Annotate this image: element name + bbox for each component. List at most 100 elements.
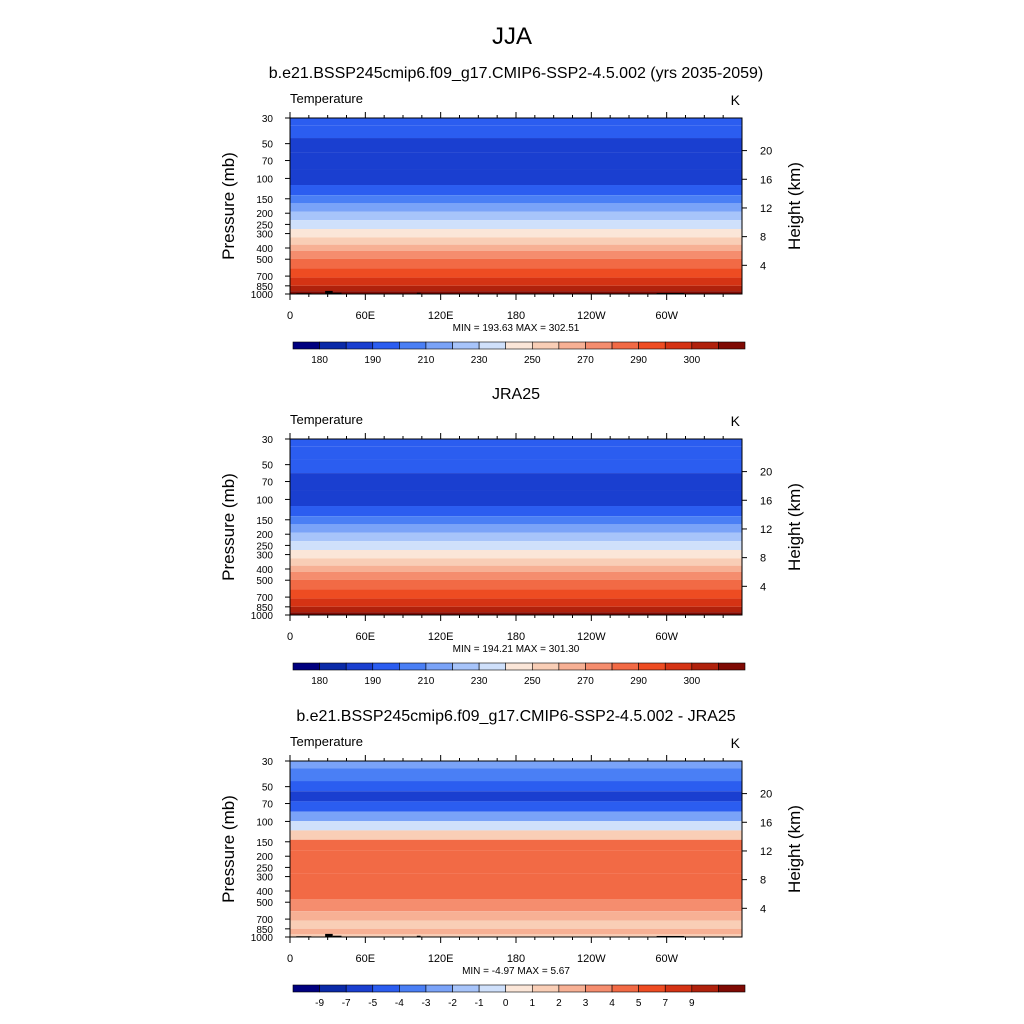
x-tick-label: 120W	[577, 631, 606, 643]
contour-band	[290, 277, 742, 286]
y2-tick-label: 8	[760, 875, 766, 887]
y-tick-label: 200	[256, 209, 273, 220]
contour-band	[290, 571, 742, 580]
contour-band	[290, 291, 742, 294]
contour-band	[290, 541, 742, 550]
y2-tick-label: 12	[760, 524, 772, 536]
y-axis-title: Pressure (mb)	[219, 152, 238, 260]
contour-band	[290, 791, 742, 802]
contour-band	[290, 928, 742, 935]
y2-tick-label: 20	[760, 467, 772, 479]
contour-band	[290, 459, 742, 474]
x-tick-label: 60E	[356, 631, 376, 643]
colorbar-box	[425, 984, 453, 993]
contour-band	[290, 524, 742, 533]
colorbar-box	[425, 662, 453, 671]
colorbar-box	[292, 984, 320, 993]
contour-band	[290, 768, 742, 782]
y-tick-label: 500	[256, 898, 273, 909]
colorbar-label: 180	[311, 676, 328, 687]
units-label: K	[731, 735, 741, 751]
y-tick-label: 300	[256, 873, 273, 884]
colorbar-label: 300	[683, 676, 700, 687]
y-tick-label: 150	[256, 195, 273, 206]
colorbar-label: 4	[609, 998, 615, 1009]
topography-mask	[656, 292, 685, 294]
colorbar-label: 3	[583, 998, 589, 1009]
y-tick-label: 700	[256, 593, 273, 604]
colorbar-label: 9	[689, 998, 695, 1009]
topography-mask	[325, 290, 333, 294]
contour-band	[290, 839, 742, 851]
colorbar-label: 230	[471, 676, 488, 687]
y-tick-label: 400	[256, 244, 273, 255]
y-tick-label: 400	[256, 565, 273, 576]
y-tick-label: 1000	[251, 290, 274, 301]
colorbar-label: 290	[630, 676, 647, 687]
contour-band	[290, 532, 742, 542]
colorbar-box	[531, 984, 560, 993]
colorbar-label: 300	[683, 355, 700, 366]
colorbar-box	[718, 341, 746, 350]
contour-band	[290, 911, 742, 921]
contour-band	[290, 138, 742, 153]
colorbar-box	[505, 984, 533, 993]
y-tick-label: 200	[256, 852, 273, 863]
contour-band	[290, 228, 742, 238]
y-axis-title: Pressure (mb)	[219, 473, 238, 581]
y-tick-label: 400	[256, 887, 273, 898]
y2-tick-label: 4	[760, 260, 766, 272]
contour-band	[290, 558, 742, 566]
y-tick-label: 150	[256, 838, 273, 849]
x-tick-label: 180	[507, 631, 525, 643]
colorbar-box	[292, 662, 320, 671]
colorbar-box	[638, 341, 666, 350]
colorbar-label: 2	[556, 998, 562, 1009]
colorbar-box	[638, 984, 666, 993]
y2-tick-label: 16	[760, 495, 772, 507]
contour-band	[290, 285, 742, 292]
contour-band	[290, 237, 742, 245]
contour-band	[290, 811, 742, 822]
figure-title: JJA	[492, 23, 532, 50]
x-tick-label: 180	[507, 310, 525, 322]
y-tick-label: 50	[262, 140, 274, 151]
x-tick-label: 60W	[655, 631, 678, 643]
x-tick-label: 120E	[428, 310, 454, 322]
panel-title: b.e21.BSSP245cmip6.f09_g17.CMIP6-SSP2-4.…	[269, 65, 764, 82]
colorbar-box	[718, 984, 746, 993]
topography-mask	[325, 933, 333, 937]
contour-band	[290, 549, 742, 559]
colorbar-box	[611, 662, 639, 671]
contour-band	[290, 473, 742, 491]
y-tick-label: 70	[262, 800, 274, 811]
x-tick-label: 0	[287, 953, 293, 965]
y-tick-label: 50	[262, 783, 274, 794]
panel-1: b.e21.BSSP245cmip6.f09_g17.CMIP6-SSP2-4.…	[219, 65, 804, 366]
colorbar-box	[505, 662, 533, 671]
y2-tick-label: 16	[760, 817, 772, 829]
colorbar-box	[452, 984, 480, 993]
y-tick-label: 1000	[251, 933, 274, 944]
y-tick-label: 850	[256, 925, 273, 936]
colorbar-box	[585, 984, 613, 993]
colorbar-box	[345, 984, 374, 993]
panel-3: b.e21.BSSP245cmip6.f09_g17.CMIP6-SSP2-4.…	[219, 708, 804, 1009]
units-label: K	[731, 92, 741, 108]
colorbar-label: 190	[364, 355, 381, 366]
x-tick-label: 120E	[428, 631, 454, 643]
y2-axis-title: Height (km)	[785, 805, 804, 893]
y-tick-label: 70	[262, 478, 274, 489]
contour-band	[290, 439, 742, 447]
y2-tick-label: 8	[760, 232, 766, 244]
contour-band	[290, 873, 742, 900]
colorbar-label: 180	[311, 355, 328, 366]
contour-band	[290, 606, 742, 613]
colorbar-label: 210	[418, 676, 435, 687]
topography-mask	[416, 292, 421, 294]
y2-tick-label: 16	[760, 174, 772, 186]
x-tick-label: 120W	[577, 310, 606, 322]
colorbar-label: -4	[395, 998, 404, 1009]
contour-band	[290, 565, 742, 572]
